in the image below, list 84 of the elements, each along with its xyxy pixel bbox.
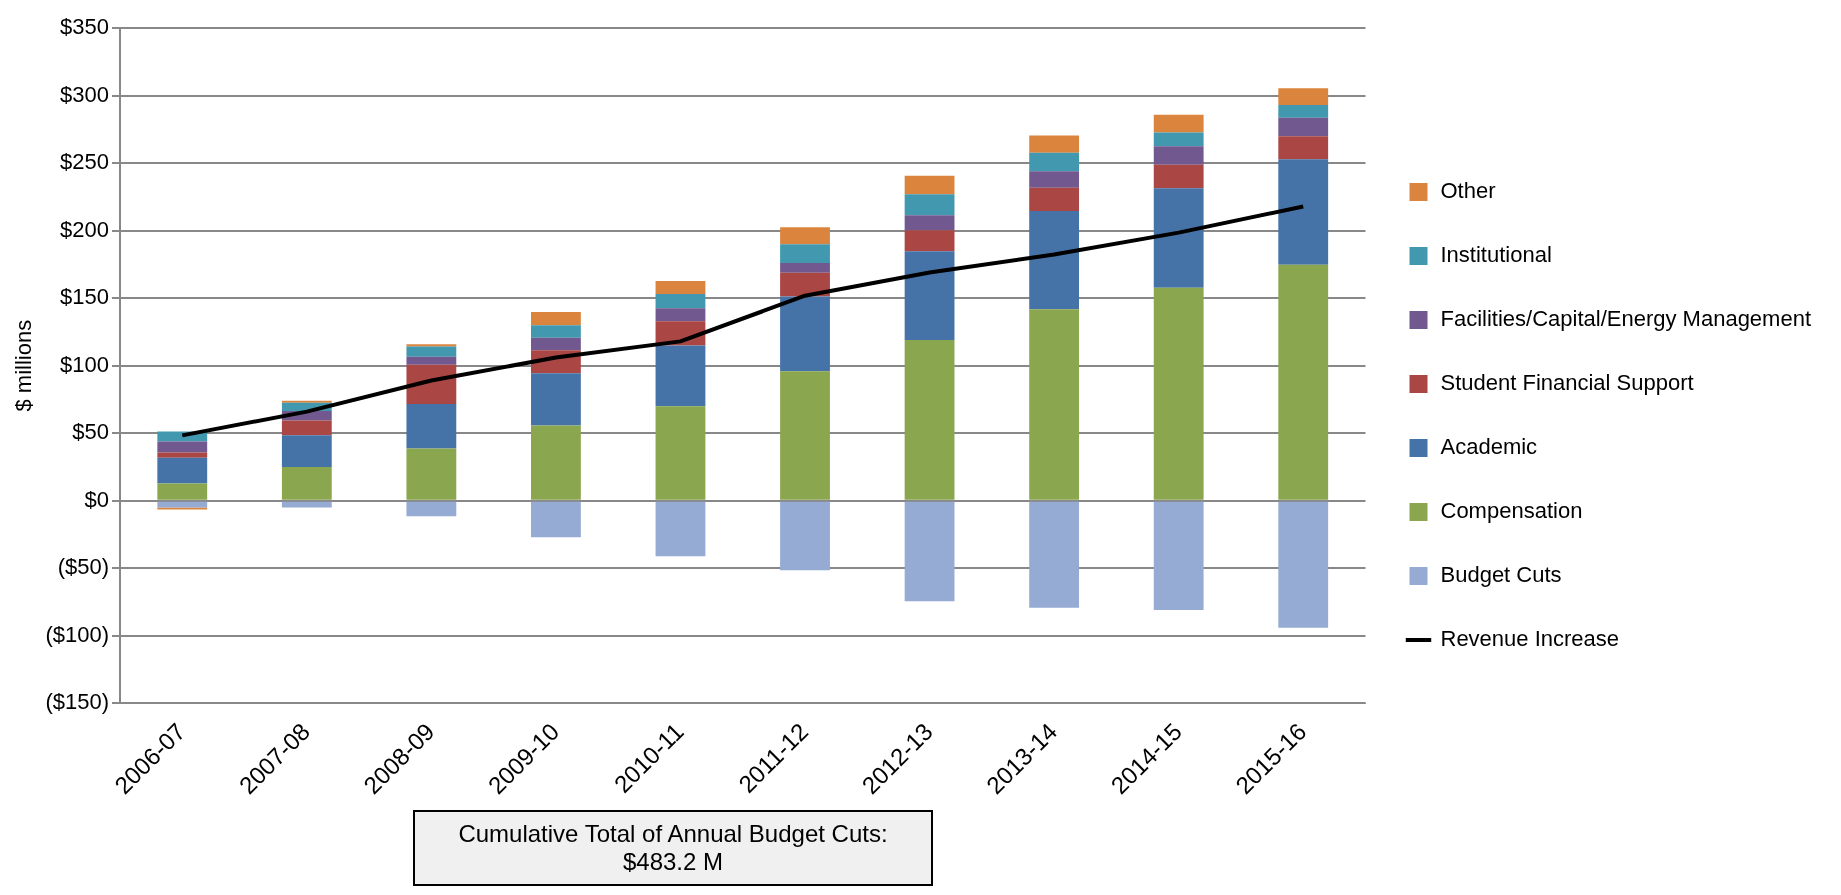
bar bbox=[281, 501, 332, 508]
y-axis-title: $ millions bbox=[11, 319, 37, 412]
bar bbox=[157, 507, 208, 510]
legend-label: Compensation bbox=[1440, 498, 1583, 524]
bar bbox=[1029, 152, 1080, 172]
bar bbox=[780, 371, 830, 500]
bar bbox=[157, 457, 208, 484]
y-tick-label: $50 bbox=[72, 419, 109, 445]
bar bbox=[780, 296, 830, 372]
bar bbox=[1278, 88, 1329, 105]
y-tick-label: ($50) bbox=[57, 554, 109, 580]
bar bbox=[1153, 188, 1204, 288]
bar bbox=[655, 345, 706, 407]
y-tick-label: $100 bbox=[60, 351, 109, 377]
bar bbox=[281, 420, 332, 436]
y-tick-label: $150 bbox=[60, 284, 109, 310]
bar bbox=[531, 325, 581, 338]
bar bbox=[531, 337, 581, 351]
bar bbox=[655, 308, 706, 322]
bar bbox=[157, 483, 208, 500]
bar bbox=[904, 340, 955, 500]
bar bbox=[1029, 187, 1080, 212]
bar bbox=[655, 406, 706, 500]
bar bbox=[904, 251, 955, 341]
bar bbox=[904, 501, 955, 602]
legend-label: Student Financial Support bbox=[1440, 370, 1694, 396]
bar bbox=[780, 244, 830, 263]
bar bbox=[780, 272, 830, 297]
text: Cumulative Total of Annual Budget Cuts: $483.2 M bbox=[413, 810, 933, 886]
bar bbox=[281, 400, 332, 403]
bar bbox=[1153, 501, 1204, 611]
legend-label: Institutional bbox=[1440, 242, 1552, 268]
bar bbox=[904, 194, 955, 216]
bar bbox=[780, 262, 830, 273]
y-tick-label: $0 bbox=[84, 486, 109, 512]
bar bbox=[1278, 264, 1329, 500]
bar bbox=[531, 373, 581, 426]
bar bbox=[1278, 104, 1329, 118]
y-tick-label: $350 bbox=[60, 14, 109, 40]
legend-label: Revenue Increase bbox=[1440, 626, 1620, 652]
bar bbox=[655, 280, 706, 295]
y-tick-label: ($150) bbox=[45, 689, 109, 715]
bar bbox=[1153, 146, 1204, 165]
bar bbox=[1278, 136, 1329, 160]
bar bbox=[1278, 501, 1329, 628]
bar bbox=[1153, 114, 1204, 133]
bar bbox=[281, 466, 332, 500]
legend-label: Other bbox=[1440, 178, 1496, 204]
y-tick-label: ($100) bbox=[45, 621, 109, 647]
bar bbox=[904, 175, 955, 195]
legend-label: Academic bbox=[1440, 434, 1538, 460]
bar bbox=[1153, 132, 1204, 147]
bar bbox=[531, 425, 581, 500]
bar bbox=[1029, 211, 1080, 310]
legend-label: Budget Cuts bbox=[1440, 562, 1562, 588]
bar bbox=[406, 356, 457, 365]
legend-label: Facilities/Capital/Energy Management bbox=[1440, 306, 1812, 332]
bar bbox=[1029, 501, 1080, 608]
bar bbox=[655, 294, 706, 309]
bar bbox=[1029, 171, 1080, 188]
bar bbox=[1029, 309, 1080, 500]
bar bbox=[157, 501, 208, 508]
bar bbox=[406, 448, 457, 500]
bar bbox=[904, 230, 955, 252]
y-tick-label: $250 bbox=[60, 149, 109, 175]
bar bbox=[904, 215, 955, 231]
bar bbox=[1278, 159, 1329, 265]
bar bbox=[1278, 117, 1329, 137]
bar bbox=[1029, 135, 1080, 153]
bar bbox=[780, 227, 830, 245]
bar bbox=[157, 441, 208, 453]
bar bbox=[531, 312, 581, 326]
bar bbox=[780, 501, 830, 571]
bar bbox=[531, 501, 581, 538]
bar bbox=[406, 403, 457, 449]
bar bbox=[1153, 287, 1204, 500]
bar bbox=[406, 346, 457, 357]
y-tick-label: $200 bbox=[60, 216, 109, 242]
bar bbox=[281, 435, 332, 467]
bar bbox=[1153, 164, 1204, 189]
bar bbox=[406, 501, 457, 517]
bar bbox=[655, 501, 706, 557]
bar bbox=[157, 452, 208, 458]
y-tick-label: $300 bbox=[60, 81, 109, 107]
